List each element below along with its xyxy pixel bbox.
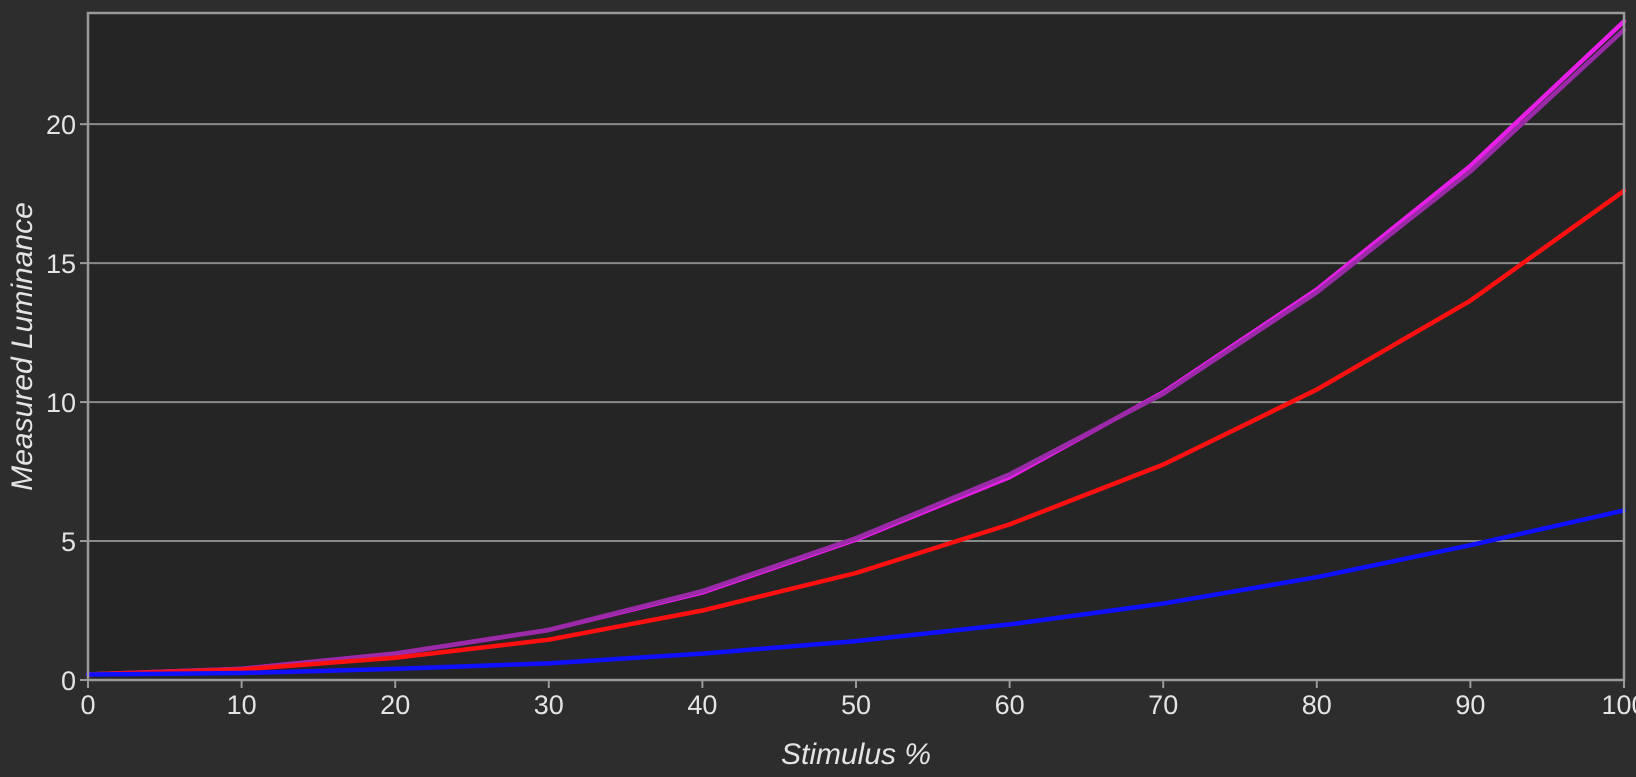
x-tick-label-40: 40	[687, 690, 717, 720]
x-tick-label-80: 80	[1302, 690, 1332, 720]
y-tick-label-15: 15	[46, 249, 76, 279]
series-line-4	[85, 508, 1627, 677]
x-tick-label-20: 20	[380, 690, 410, 720]
series-line-2	[85, 27, 1627, 677]
y-tick-label-5: 5	[61, 527, 76, 557]
x-axis-ticks: 0 10 20 30 40 50 60 70 80 90 100	[80, 680, 1636, 720]
series-lines	[85, 19, 1627, 677]
gridlines	[88, 123, 1624, 543]
x-axis-title: Stimulus %	[781, 738, 931, 771]
x-tick-label-90: 90	[1455, 690, 1485, 720]
series-line-3	[85, 188, 1627, 677]
y-tick-label-10: 10	[46, 388, 76, 418]
x-tick-label-50: 50	[841, 690, 871, 720]
x-tick-label-70: 70	[1148, 690, 1178, 720]
x-tick-label-100: 100	[1601, 690, 1636, 720]
x-tick-label-0: 0	[80, 690, 95, 720]
x-tick-label-60: 60	[995, 690, 1025, 720]
x-tick-label-10: 10	[227, 690, 257, 720]
y-tick-label-20: 20	[46, 110, 76, 140]
y-axis-ticks: 0 5 10 15 20	[46, 110, 88, 696]
y-axis-title: Measured Luminance	[6, 202, 39, 491]
x-tick-label-30: 30	[534, 690, 564, 720]
y-tick-label-0: 0	[61, 666, 76, 696]
